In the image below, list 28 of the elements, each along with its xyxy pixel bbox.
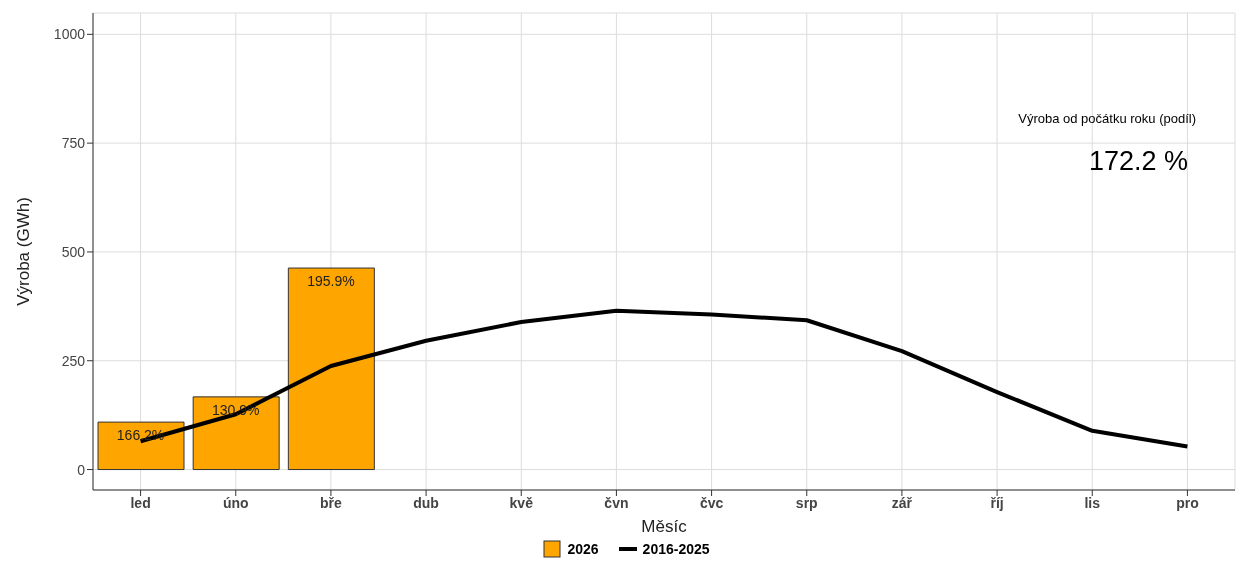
x-tick-label: lis (1084, 494, 1101, 511)
x-tick-label: led (130, 494, 151, 511)
y-tick-label: 500 (61, 243, 86, 260)
y-tick-label: 250 (61, 352, 86, 369)
y-tick-label: 750 (61, 135, 86, 152)
x-tick-label: čvc (699, 494, 724, 511)
x-tick-label: říj (990, 494, 1004, 511)
x-tick-label: pro (1176, 494, 1199, 511)
annotation: Výroba od počátku roku (podíl) (1018, 111, 1196, 126)
x-tick-label: zář (891, 494, 913, 511)
legend-label: 2016-2025 (641, 540, 710, 558)
y-tick-label: 0 (77, 461, 86, 478)
annotation: 166.2% (116, 427, 165, 444)
x-tick-label: kvě (509, 494, 534, 511)
bar (287, 267, 375, 471)
x-tick-label: dub (413, 494, 439, 511)
y-axis-title: Výroba (GWh) (14, 197, 34, 306)
x-tick-label: úno (222, 494, 249, 511)
annotation: 195.9% (307, 272, 355, 289)
x-tick-label: čvn (604, 494, 629, 511)
bar (97, 421, 185, 471)
x-axis-title: Měsíc (641, 517, 688, 536)
x-tick-label: bře (320, 494, 343, 511)
x-tick-label: srp (795, 494, 818, 511)
y-tick-label: 1000 (53, 26, 86, 43)
legend-label: 2026 (566, 540, 599, 558)
bar (192, 396, 280, 471)
annotation: 172.2 % (1088, 146, 1188, 177)
